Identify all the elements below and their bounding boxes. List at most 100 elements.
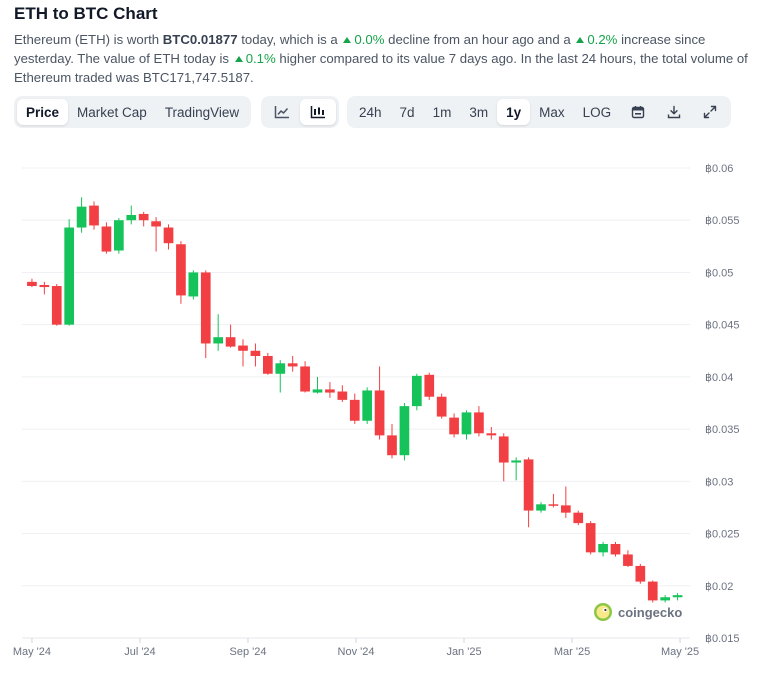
candle-body — [610, 544, 621, 555]
eth-btc-candlestick-chart[interactable]: ฿0.06 ฿0.055 ฿0.05 ฿0.045 ฿0.04 ฿0.035 ฿0.03 ฿0… — [0, 140, 766, 674]
candle-body — [635, 565, 646, 582]
candle-up[interactable] — [213, 314, 224, 351]
desc-text: decline from an hour ago and a — [384, 32, 575, 47]
candle-down[interactable] — [200, 270, 211, 359]
y-tick-label: ฿0.02 — [705, 581, 733, 593]
candle-down[interactable] — [101, 222, 112, 254]
candle-body — [486, 433, 497, 436]
candle-up[interactable] — [461, 410, 472, 440]
candle-up[interactable] — [76, 197, 87, 233]
log-scale-button[interactable]: LOG — [582, 104, 612, 120]
candle-body — [623, 554, 633, 566]
candle-body — [51, 286, 62, 325]
candle-up[interactable] — [275, 360, 286, 393]
candle-up[interactable] — [114, 218, 124, 254]
candle-up[interactable] — [411, 373, 422, 411]
candle-body — [498, 436, 509, 463]
range-24h-button[interactable]: 24h — [359, 104, 382, 120]
candle-down[interactable] — [486, 427, 497, 440]
candle-down[interactable] — [225, 324, 236, 348]
tab-tradingview[interactable]: TradingView — [164, 104, 240, 120]
candle-body — [424, 374, 435, 397]
candle-down[interactable] — [623, 550, 633, 567]
candle-up[interactable] — [64, 219, 75, 326]
range-7d-button[interactable]: 7d — [399, 104, 415, 120]
candle-body — [598, 544, 608, 553]
candle-down[interactable] — [151, 217, 161, 252]
range-1y-button[interactable]: 1y — [497, 99, 531, 125]
candle-down[interactable] — [548, 493, 559, 508]
range-3m-button[interactable]: 3m — [469, 104, 489, 120]
week-change: 0.1% — [233, 51, 276, 66]
gecko-logo-icon — [594, 603, 612, 621]
candle-down[interactable] — [238, 339, 248, 367]
candle-body — [362, 390, 373, 421]
candle-down[interactable] — [287, 356, 298, 372]
candlestick-chart-icon — [310, 106, 325, 119]
candle-down[interactable] — [424, 372, 435, 400]
candle-down[interactable] — [610, 541, 621, 557]
range-1m-button[interactable]: 1m — [432, 104, 452, 120]
candle-body — [511, 460, 522, 463]
candle-down[interactable] — [647, 580, 658, 603]
candle-up[interactable] — [362, 387, 373, 424]
candle-down[interactable] — [163, 224, 174, 250]
candle-up[interactable] — [188, 270, 199, 300]
candle-down[interactable] — [573, 510, 584, 526]
candle-body — [560, 505, 571, 513]
day-change-value: 0.2% — [587, 32, 618, 47]
candle-down[interactable] — [300, 361, 310, 393]
candle-down[interactable] — [250, 343, 261, 367]
candle-body — [300, 366, 310, 392]
candle-body — [436, 396, 447, 417]
candle-up[interactable] — [312, 376, 323, 394]
fullscreen-button[interactable] — [692, 99, 728, 125]
tab-price[interactable]: Price — [17, 99, 69, 125]
candle-down[interactable] — [523, 457, 534, 528]
candle-body — [672, 595, 683, 598]
candle-down[interactable] — [325, 382, 335, 398]
candle-down[interactable] — [374, 366, 385, 440]
candle-body — [64, 227, 75, 325]
coingecko-watermark: coingecko — [594, 603, 682, 621]
candlestick-chart-button[interactable] — [300, 99, 336, 125]
candle-down[interactable] — [449, 413, 459, 438]
candle-down[interactable] — [27, 278, 37, 288]
candle-down[interactable] — [585, 521, 596, 555]
candle-up[interactable] — [672, 593, 683, 601]
caret-up-icon — [234, 55, 243, 62]
candle-up[interactable] — [399, 403, 410, 461]
x-tick-label: Sep '24 — [229, 646, 266, 658]
candle-down[interactable] — [138, 211, 149, 227]
candle-body — [548, 504, 559, 506]
candle-down[interactable] — [635, 563, 646, 584]
candle-up[interactable] — [598, 541, 608, 557]
candle-down[interactable] — [498, 433, 509, 482]
candle-up[interactable] — [536, 502, 546, 513]
desc-text: Ethereum (ETH) is worth — [14, 32, 163, 47]
candle-body — [200, 272, 211, 344]
candle-down[interactable] — [176, 241, 186, 304]
candle-down[interactable] — [349, 393, 360, 424]
candle-down[interactable] — [436, 393, 447, 419]
candle-down[interactable] — [263, 352, 273, 375]
candle-down[interactable] — [89, 201, 99, 230]
tab-market-cap[interactable]: Market Cap — [77, 104, 147, 120]
candle-down[interactable] — [39, 281, 50, 295]
range-max-button[interactable]: Max — [539, 104, 565, 120]
candle-down[interactable] — [337, 385, 348, 402]
candle-down[interactable] — [51, 283, 62, 326]
candle-body — [647, 581, 658, 601]
candle-body — [176, 244, 186, 296]
x-tick-label: May '25 — [661, 646, 699, 658]
candle-down[interactable] — [474, 406, 484, 437]
download-button[interactable] — [656, 99, 692, 125]
candle-down[interactable] — [387, 423, 397, 459]
candle-down[interactable] — [560, 486, 571, 518]
candle-up[interactable] — [660, 595, 671, 603]
candle-up[interactable] — [511, 457, 522, 481]
view-toggle-group: Price Market Cap TradingView — [14, 96, 252, 128]
candle-up[interactable] — [126, 205, 137, 225]
date-range-button[interactable] — [620, 99, 656, 125]
line-chart-button[interactable] — [264, 99, 300, 125]
